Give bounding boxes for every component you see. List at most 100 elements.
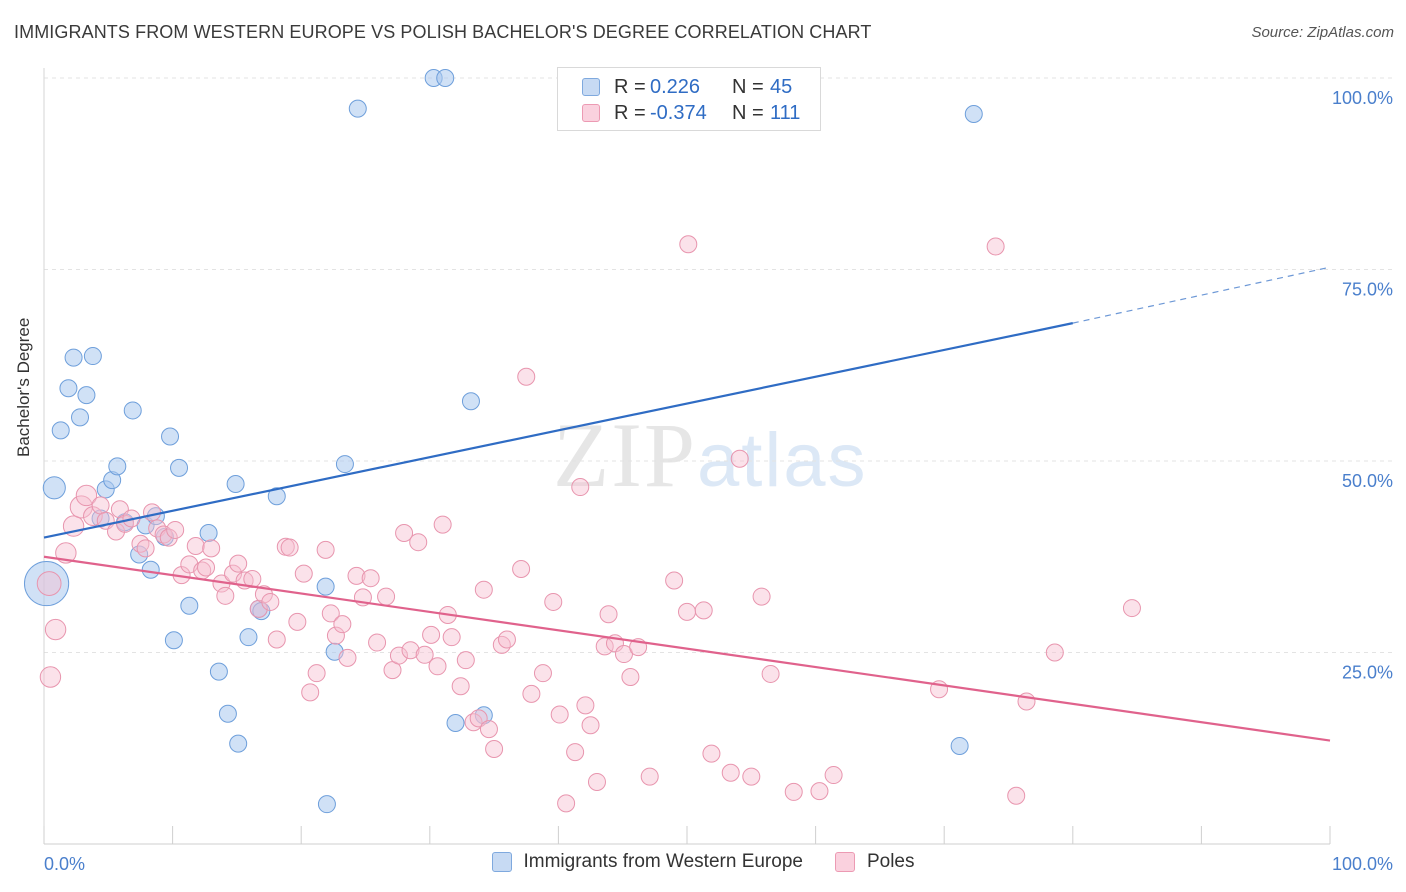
legend-n-value: 111 [770,101,801,124]
point-poles [202,539,221,558]
point-western-europe [267,487,286,506]
point-poles [338,648,357,667]
point-poles [640,767,659,786]
legend-swatch-blue [491,852,512,872]
point-western-europe [239,628,258,647]
legend-swatch-pink [834,852,855,872]
point-poles [368,633,387,652]
point-western-europe [317,795,336,814]
y-tick-label: 75.0% [1342,280,1393,300]
point-poles [824,766,843,785]
source-label: Source: ZipAtlas.com [1251,24,1394,41]
point-poles [415,645,434,664]
point-poles [55,542,77,564]
point-western-europe [164,631,183,650]
point-poles [36,571,62,596]
point-poles [571,478,590,497]
point-poles [377,587,396,606]
point-poles [721,763,740,782]
point-poles [395,524,414,543]
point-poles [742,767,761,786]
point-western-europe [59,379,78,398]
point-poles [986,237,1005,256]
point-western-europe [229,734,248,753]
point-poles [428,657,447,676]
point-poles [288,612,307,631]
point-poles [485,740,504,759]
point-western-europe [474,706,493,725]
point-poles [75,484,98,507]
point-poles [389,646,408,665]
point-poles [321,604,340,623]
point-western-europe [964,105,983,124]
stats-legend: R = 0.226 N = 45 R = -0.374 N = 111 [557,67,821,131]
point-poles [550,705,569,724]
point-western-europe [226,474,245,493]
point-western-europe [123,401,142,420]
legend-item-western-europe[interactable]: Immigrants from Western Europe [491,851,803,873]
point-poles [159,528,178,547]
point-poles [433,515,452,534]
point-poles [492,635,511,654]
point-poles [294,564,313,583]
y-tick-label: 50.0% [1342,471,1393,491]
point-poles [497,630,516,649]
legend-r-value: -0.374 [650,101,707,124]
point-poles [39,666,62,688]
point-poles [136,539,155,558]
trendline-western-europe [43,322,1074,539]
legend-n-value: 45 [770,75,793,98]
point-poles [679,235,698,254]
point-western-europe [461,392,480,411]
legend-row-western-europe: R = 0.226 N = 45 [582,75,792,99]
watermark-zip: ZIP [553,404,697,506]
legend-label: Poles [866,851,915,872]
point-western-europe [51,421,70,440]
point-poles [154,525,173,544]
point-poles [44,618,67,641]
point-western-europe [180,596,199,615]
point-poles [474,580,493,599]
point-western-europe [316,577,335,596]
legend-swatch-pink [582,104,600,122]
point-poles [784,782,803,801]
point-poles [409,533,428,552]
point-western-europe [64,348,83,367]
point-poles [621,668,640,687]
point-poles [581,716,600,735]
point-poles [810,782,829,801]
point-western-europe [42,476,66,500]
point-western-europe [348,99,367,118]
point-poles [694,601,713,620]
point-poles [186,537,205,556]
point-poles [1007,786,1026,805]
point-poles [566,743,585,762]
trendline-western-europe-extension [1072,266,1331,324]
point-poles [1122,599,1141,618]
trendline-poles [43,555,1331,742]
point-poles [91,496,110,515]
point-poles [347,566,366,585]
point-poles [316,540,335,559]
chart-title: IMMIGRANTS FROM WESTERN EUROPE VS POLISH… [14,22,872,42]
legend-label: Immigrants from Western Europe [523,851,803,872]
point-western-europe [218,704,237,723]
legend-item-poles[interactable]: Poles [834,851,915,873]
point-poles [456,651,475,670]
point-poles [166,520,185,539]
legend-n-label: N = [732,101,764,124]
point-poles [261,592,280,611]
x-tick-label: 0.0% [44,854,85,874]
point-western-europe [950,736,969,755]
legend-row-poles: R = -0.374 N = 111 [582,101,800,125]
point-poles [479,720,498,739]
point-poles [143,503,162,522]
series-legend: Immigrants from Western Europe Poles [0,851,1406,873]
point-poles [361,569,380,588]
point-poles [512,560,531,579]
point-poles [307,664,326,683]
legend-r-value: 0.226 [650,75,701,98]
point-western-europe [199,524,218,543]
point-poles [267,630,286,649]
